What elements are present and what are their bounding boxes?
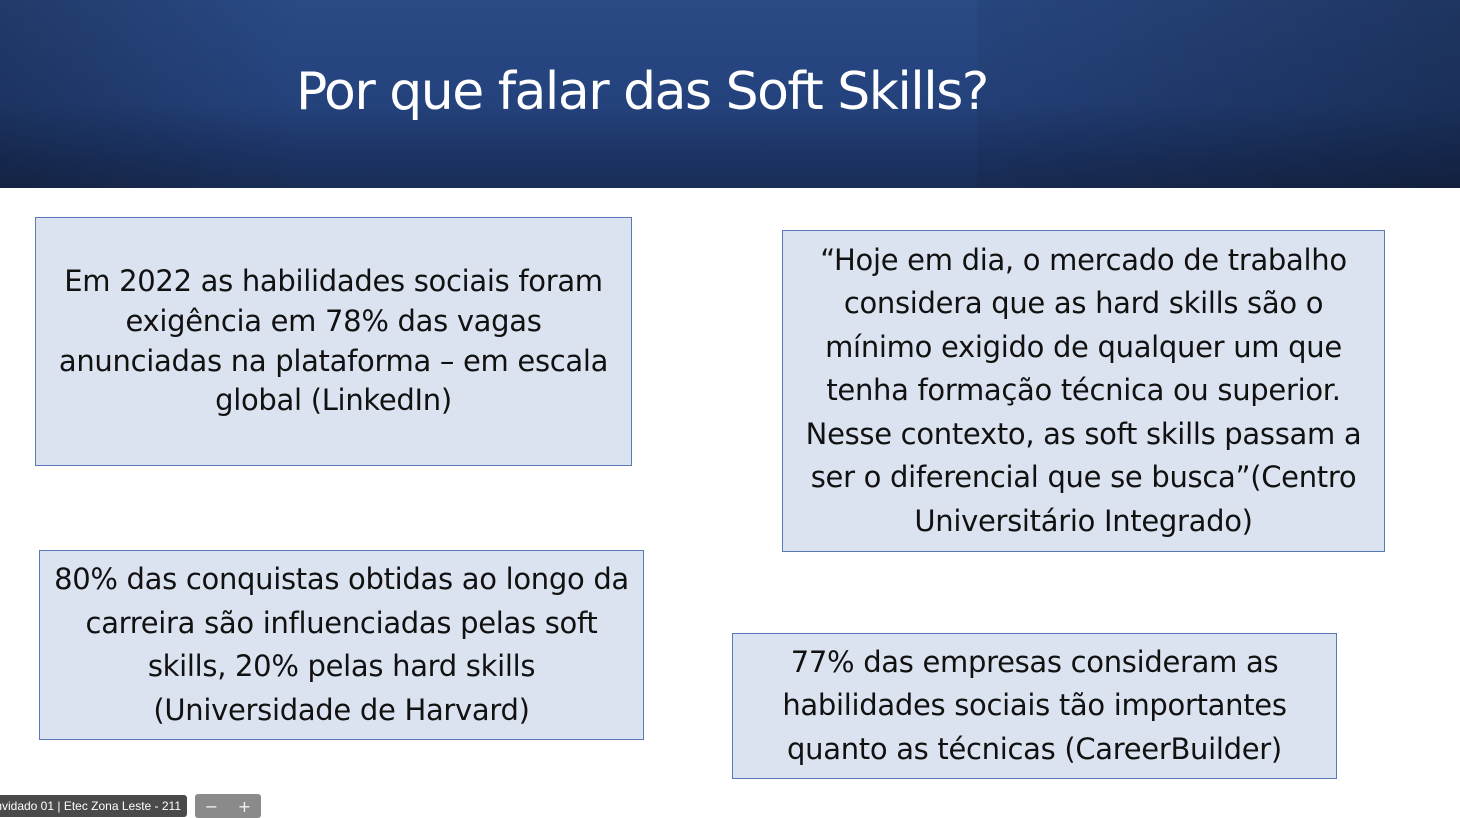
title-bar-shade-right [977,0,1460,188]
title-bar: Por que falar das Soft Skills? [0,0,1460,188]
careerbuilder-stat-text: 77% das empresas consideram as habilidad… [782,644,1287,766]
linkedin-stat-box: Em 2022 as habilidades sociais foram exi… [35,217,632,466]
meeting-bar: nvidado 01 | Etec Zona Leste - 211 − + [0,794,261,818]
linkedin-stat-text: Em 2022 as habilidades sociais foram exi… [58,264,609,418]
careerbuilder-stat-box: 77% das empresas consideram as habilidad… [732,633,1337,779]
participant-name-text: nvidado 01 | Etec Zona Leste - 211 [0,799,181,813]
harvard-stat-box: 80% das conquistas obtidas ao longo da c… [39,550,644,740]
participant-name-label: nvidado 01 | Etec Zona Leste - 211 [0,795,187,817]
centro-universitario-quote-box: “Hoje em dia, o mercado de trabalho cons… [782,230,1385,552]
zoom-controls: − + [195,794,261,818]
centro-universitario-quote-text: “Hoje em dia, o mercado de trabalho cons… [805,242,1362,538]
slide-title: Por que falar das Soft Skills? [296,62,989,122]
minus-icon[interactable]: − [204,796,219,816]
title-bar-shade-left [0,0,300,188]
harvard-stat-text: 80% das conquistas obtidas ao longo da c… [54,562,629,727]
plus-icon[interactable]: + [237,796,252,816]
